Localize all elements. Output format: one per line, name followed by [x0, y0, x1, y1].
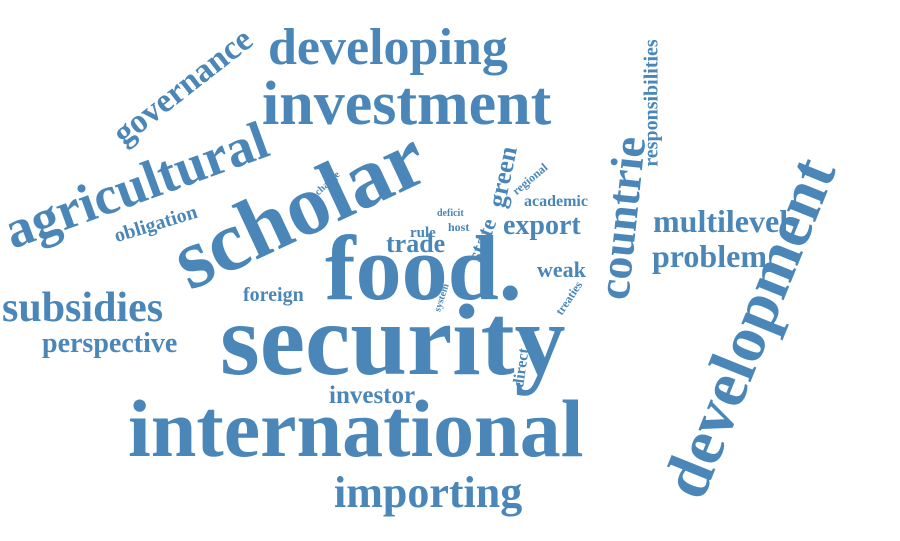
word-investor: investor — [329, 382, 416, 409]
word-weak: weak — [537, 257, 586, 282]
word-trade: trade — [386, 229, 446, 258]
word-food: food. — [325, 217, 522, 319]
word-developing: developing — [268, 19, 508, 76]
word-international: international — [128, 383, 584, 474]
word-host: host — [448, 220, 470, 234]
word-investment: investment — [262, 70, 552, 138]
word-green: green — [481, 143, 523, 211]
word-export: export — [503, 210, 581, 241]
word-deficit: deficit — [437, 208, 464, 219]
word-academic: academic — [524, 193, 588, 210]
word-responsibilities: responsibilities — [640, 39, 663, 167]
word-rule: rule — [410, 225, 436, 241]
word-subsidies: subsidies — [2, 285, 164, 331]
word-security: security — [220, 284, 566, 397]
word-multilevel: multilevel — [653, 203, 789, 239]
word-perspective: perspective — [42, 328, 178, 359]
word-problem: problem — [652, 238, 767, 274]
word-importing: importing — [334, 468, 523, 517]
word-foreign: foreign — [243, 284, 304, 306]
